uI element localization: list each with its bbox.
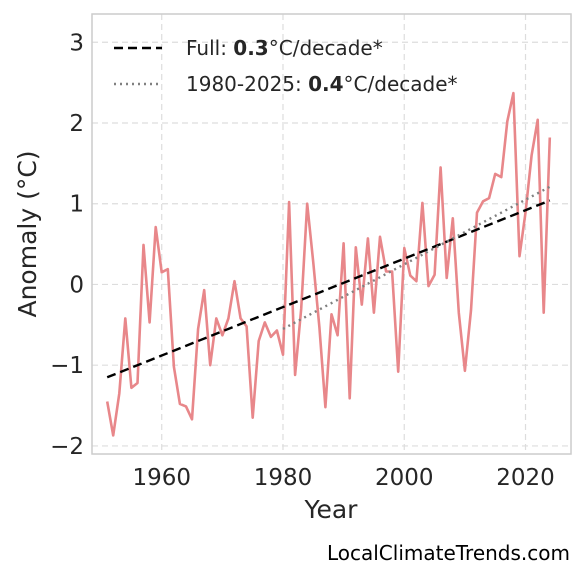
x-tick-label: 2020 xyxy=(496,465,555,491)
legend-label: 1980-2025: 0.4°C/decade* xyxy=(186,72,458,96)
y-tick-label: 0 xyxy=(69,272,84,298)
y-tick-label: −2 xyxy=(50,434,84,460)
legend: Full: 0.3°C/decade* 1980-2025: 0.4°C/deca… xyxy=(114,36,458,96)
watermark-text: LocalClimateTrends.com xyxy=(327,541,570,565)
legend-label: Full: 0.3°C/decade* xyxy=(186,36,383,60)
x-tick-label: 1980 xyxy=(254,465,313,491)
y-tick-label: −1 xyxy=(50,353,84,379)
y-tick-label: 2 xyxy=(69,111,84,137)
plot-frame xyxy=(91,13,572,455)
anomaly-series-line xyxy=(105,91,552,437)
x-tick-label: 2000 xyxy=(375,465,434,491)
x-tick-labels: 1960 1980 2000 2020 xyxy=(132,465,554,491)
series-layer xyxy=(105,91,552,437)
y-tick-labels: −2 −1 0 1 2 3 xyxy=(50,30,84,460)
legend-entry: 1980-2025: 0.4°C/decade* xyxy=(114,72,458,96)
full-trend-line xyxy=(106,199,551,379)
y-tick-label: 3 xyxy=(69,30,84,56)
y-tick-label: 1 xyxy=(69,192,84,218)
legend-entry: Full: 0.3°C/decade* xyxy=(114,36,383,60)
grid-lines xyxy=(92,14,571,454)
recent-trend-line xyxy=(282,185,551,330)
x-tick-label: 1960 xyxy=(132,465,191,491)
x-axis-label: Year xyxy=(304,495,359,524)
y-axis-label: Anomaly (°C) xyxy=(13,150,42,317)
